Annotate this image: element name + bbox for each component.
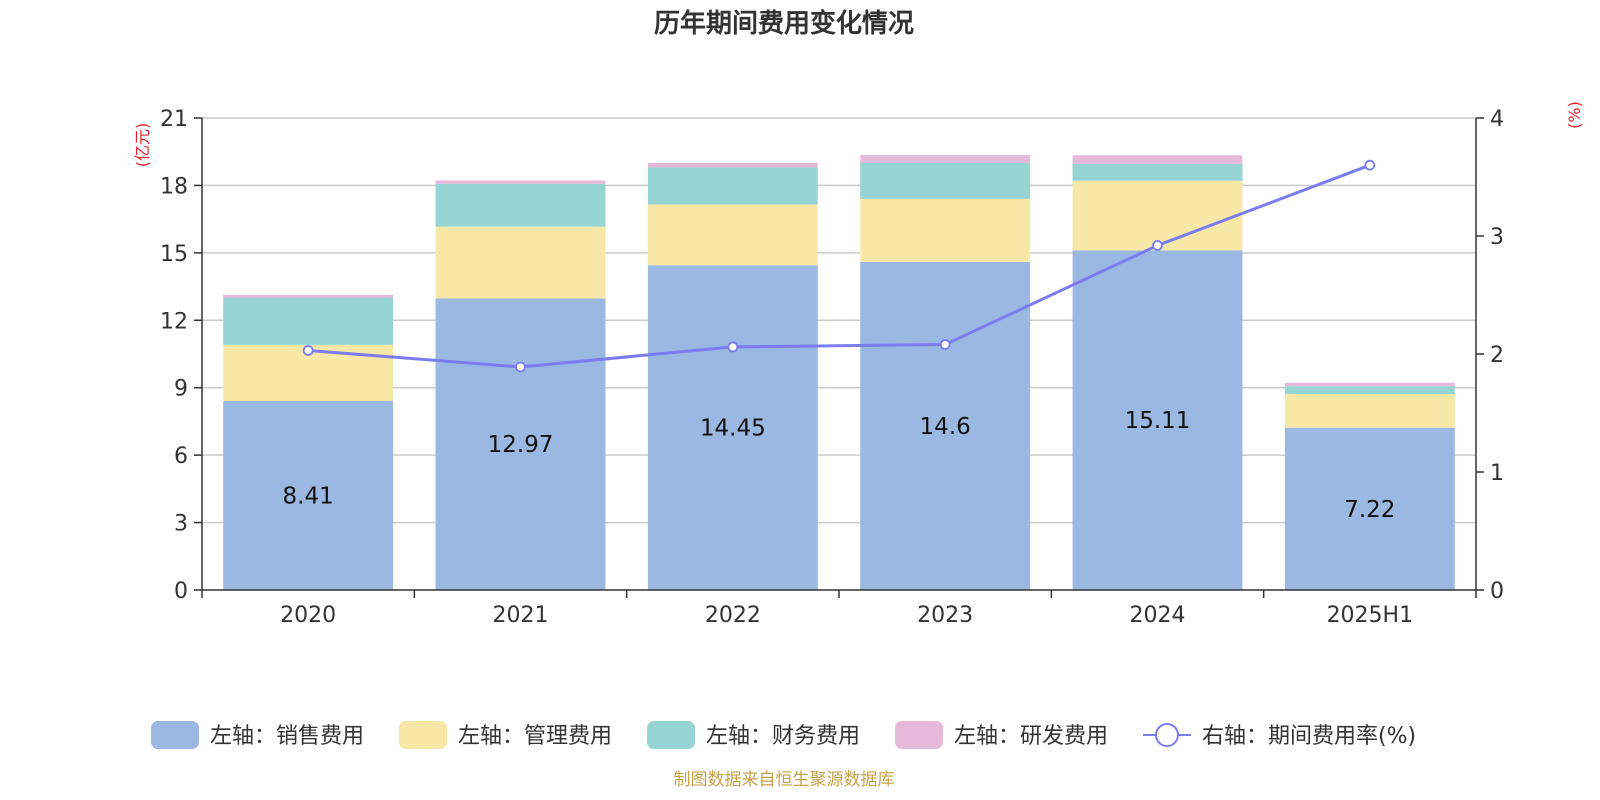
left-tick-label: 0 [174, 579, 188, 604]
right-tick-label: 4 [1490, 107, 1504, 132]
x-tick-label: 2023 [917, 603, 973, 628]
rate-line-path [308, 163, 1371, 369]
bar-segment [647, 265, 818, 590]
left-tick-label: 12 [160, 309, 188, 334]
x-tick-label: 2025H1 [1327, 603, 1414, 628]
bars [223, 155, 1455, 590]
bar-labels: 8.41 12.97 14.45 14.6 15.11 7.22 [283, 408, 1396, 523]
bar-segment [435, 183, 606, 227]
bar-segment [647, 204, 818, 266]
bar-segment [647, 167, 818, 205]
bar-segment [435, 180, 606, 184]
legend-marker [1155, 723, 1179, 747]
bar-segment [860, 155, 1031, 163]
bar-segment [860, 198, 1031, 262]
rate-point [727, 341, 739, 353]
rate-point [1364, 159, 1376, 171]
bar-segment [1284, 386, 1455, 395]
bar-segment [1072, 163, 1243, 181]
left-tick-label: 15 [160, 242, 188, 267]
rate-point [1152, 240, 1163, 251]
bar-segment [1284, 382, 1455, 387]
right-axis-unit: (%) [1565, 101, 1584, 129]
bar-value-label: 14.6 [920, 414, 971, 440]
legend-swatch [399, 721, 447, 749]
right-tick-label: 2 [1490, 343, 1504, 368]
legend-label: 左轴：销售费用 [210, 724, 364, 749]
right-tick-label: 0 [1490, 579, 1504, 604]
bar-segment [1072, 155, 1243, 164]
left-tick-label: 3 [174, 512, 188, 537]
bar-segment [1072, 180, 1243, 251]
legend-swatch [647, 721, 695, 749]
bar-segment [1284, 394, 1455, 428]
bar-value-label: 8.41 [283, 483, 334, 509]
rate-line [302, 159, 1376, 373]
bar-segment [223, 400, 394, 590]
left-tick-label: 9 [174, 377, 188, 402]
bar-value-label: 12.97 [488, 432, 554, 458]
bar-segment [435, 298, 606, 590]
bar-segment [223, 297, 394, 345]
legend-swatch [151, 721, 199, 749]
bar-segment [223, 294, 394, 298]
left-tick-label: 6 [174, 444, 188, 469]
right-tick-label: 3 [1490, 225, 1504, 250]
legend-label: 右轴：期间费用率(%) [1202, 724, 1416, 749]
legend: 左轴：销售费用 左轴：管理费用 左轴：财务费用 左轴：研发费用 右轴：期间费用率(%) [151, 721, 1416, 749]
grid-lines [202, 117, 1476, 524]
left-tick-label: 21 [160, 107, 188, 132]
legend-swatch [895, 721, 943, 749]
bar-segment [435, 226, 606, 299]
legend-label: 左轴：管理费用 [458, 724, 612, 749]
rate-point [515, 361, 526, 373]
x-tick-label: 2020 [280, 603, 336, 628]
rate-point [302, 345, 314, 356]
bar-value-label: 14.45 [700, 416, 766, 442]
bar-value-label: 15.11 [1125, 408, 1191, 434]
left-tick-label: 18 [160, 174, 188, 199]
x-tick-label: 2022 [705, 603, 761, 628]
chart-title: 历年期间费用变化情况 [654, 8, 914, 39]
bar-segment [860, 162, 1031, 199]
left-axis-unit: (亿元) [133, 123, 152, 168]
bar-segment [647, 162, 818, 168]
source-note: 制图数据来自恒生聚源数据库 [674, 770, 895, 790]
right-tick-label: 1 [1490, 461, 1504, 486]
bar-value-label: 7.22 [1344, 497, 1395, 523]
legend-label: 左轴：研发费用 [954, 724, 1108, 749]
x-tick-label: 2021 [493, 603, 549, 628]
rate-point [939, 339, 951, 350]
bar-segment [1284, 427, 1455, 590]
legend-label: 左轴：财务费用 [706, 724, 860, 749]
bar-segment [1072, 250, 1243, 590]
x-tick-label: 2024 [1130, 603, 1186, 628]
